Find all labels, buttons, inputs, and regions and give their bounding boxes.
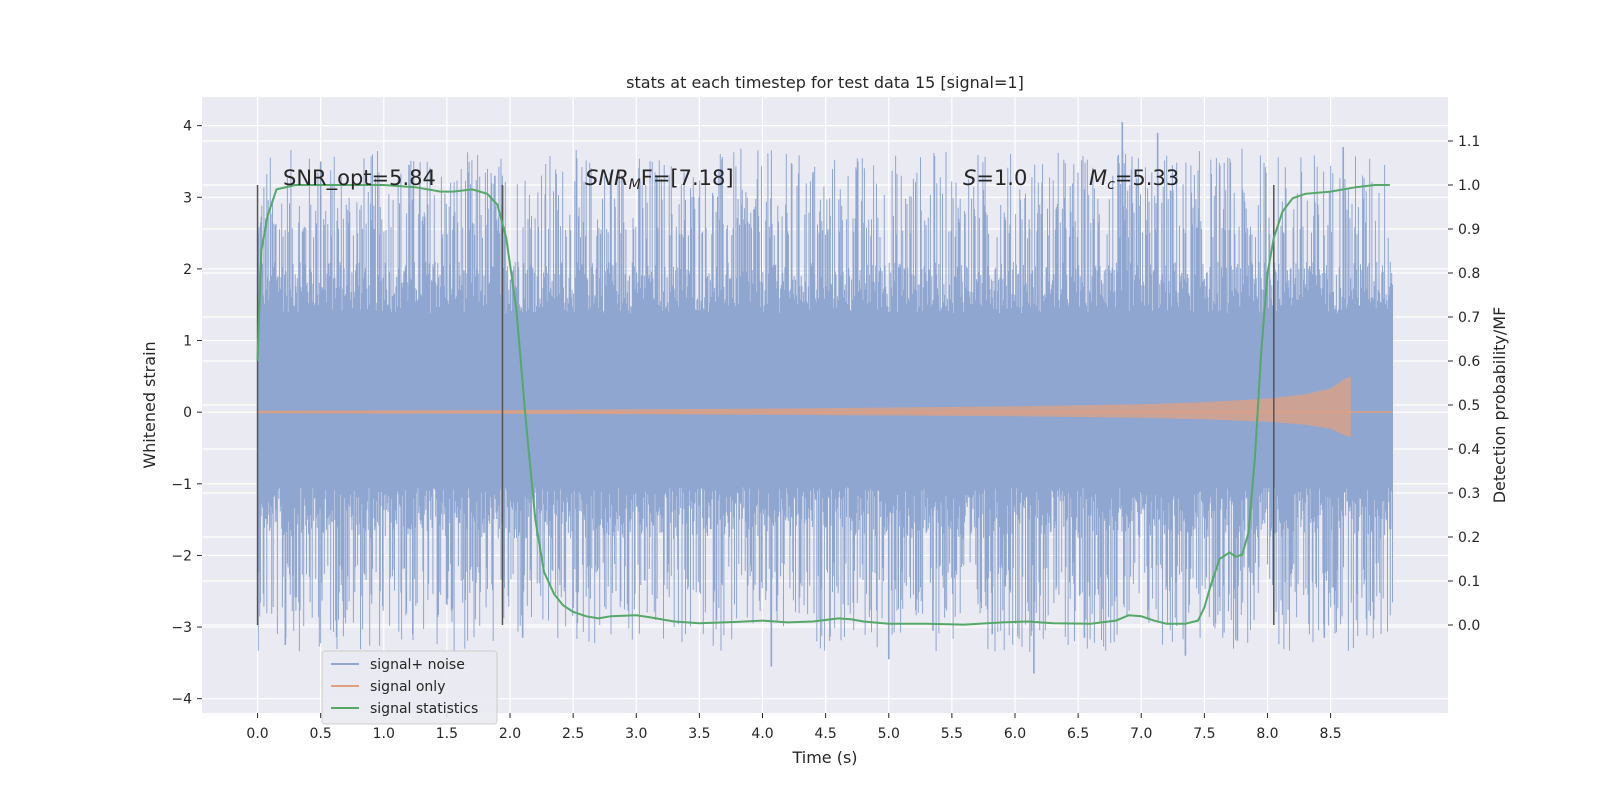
legend: signal+ noise signal only signal statist… [321,650,498,725]
annotation-s: S=1.0 [963,166,1027,190]
y-right-axis-label: Detection probability/MF [1490,307,1509,504]
annotation-snr-mf-sub: M [629,177,641,193]
x-tick-label: 5.5 [941,726,963,742]
x-tick-label: 4.0 [751,726,773,742]
y-right-tick-label: 0.4 [1458,442,1480,458]
y-right-tick-label: 0.8 [1458,266,1480,282]
legend-label-signal-only: signal only [370,679,445,695]
annotation-s-name: S [963,166,976,190]
annotation-snr-mf-tail: F=[7.18] [641,166,734,190]
signal-only-series [257,376,1393,438]
y-right-tick-label: 0.5 [1458,398,1480,414]
y-right-tick-label: 0.1 [1458,574,1480,590]
x-tick-label: 3.5 [688,726,710,742]
signal-envelope [257,376,1351,438]
y-left-tick-label: 1 [183,334,192,350]
signal-statistics-series [256,184,1390,626]
x-tick-label: 0.5 [310,726,332,742]
annotation-snr-mf-name: SNR [585,166,629,190]
x-tick-label: 4.5 [814,726,836,742]
annotation-mc-sub: c [1107,177,1115,193]
x-axis-label: Time (s) [791,748,857,767]
y-right-tick-label: 0.9 [1458,222,1480,238]
y-left-tick-label: −3 [171,620,192,636]
y-right-tick-label: 0.0 [1458,618,1480,634]
y-left-tick-label: 0 [183,405,192,421]
vertical-markers [256,185,1275,625]
y-right-axis-ticks: 1.1 1.0 0.9 0.8 0.7 0.6 0.5 0.4 0.3 0.2 0.1 0.0 [1448,134,1480,634]
x-tick-label: 5.0 [878,726,900,742]
x-axis-ticks: 0.0 0.5 1.0 1.5 2.0 2.5 3.0 3.5 4.0 4.5 5.0 5.5 6.0 6… [246,713,1342,742]
chart-title: stats at each timestep for test data 15 … [626,73,1024,92]
y-right-tick-label: 0.6 [1458,354,1480,370]
y-left-axis-ticks: 4 3 2 1 0 −1 −2 −3 −4 [171,119,202,708]
y-right-tick-label: 0.2 [1458,530,1480,546]
y-left-axis-label: Whitened strain [140,341,159,468]
x-tick-label: 7.0 [1130,726,1152,742]
x-tick-label: 7.5 [1193,726,1215,742]
annotation-snr-mf: SNRMF=[7.18] [585,166,734,193]
annotation-mc: Mc=5.33 [1089,166,1179,193]
x-tick-label: 1.0 [373,726,395,742]
annotation-snr-opt: SNR_opt=5.84 [283,166,436,191]
x-tick-label: 1.5 [436,726,458,742]
y-left-tick-label: −2 [171,548,192,564]
x-tick-label: 0.0 [246,726,268,742]
x-tick-label: 6.0 [1004,726,1026,742]
y-left-tick-label: −4 [171,692,192,708]
y-left-tick-label: −1 [171,477,192,493]
x-tick-label: 6.5 [1067,726,1089,742]
y-right-tick-label: 1.0 [1458,178,1480,194]
x-tick-label: 3.0 [625,726,647,742]
y-left-tick-label: 3 [183,190,192,206]
x-tick-label: 2.0 [499,726,521,742]
legend-box [321,650,498,725]
annotation-mc-value: =5.33 [1115,166,1179,190]
annotation-mc-name: M [1089,166,1107,190]
y-right-tick-label: 0.3 [1458,486,1480,502]
signal-statistics-line [256,184,1390,626]
y-right-tick-label: 0.7 [1458,310,1480,326]
legend-label-signal-statistics: signal statistics [370,701,478,717]
y-left-tick-label: 4 [183,119,192,135]
annotation-s-value: =1.0 [976,166,1027,190]
signal-noise-series [257,122,1393,674]
x-tick-label: 8.5 [1319,726,1341,742]
y-left-tick-label: 2 [183,262,192,278]
legend-label-signal-noise: signal+ noise [370,657,465,673]
x-tick-label: 8.0 [1256,726,1278,742]
x-tick-label: 2.5 [562,726,584,742]
y-right-tick-label: 1.1 [1458,134,1480,150]
